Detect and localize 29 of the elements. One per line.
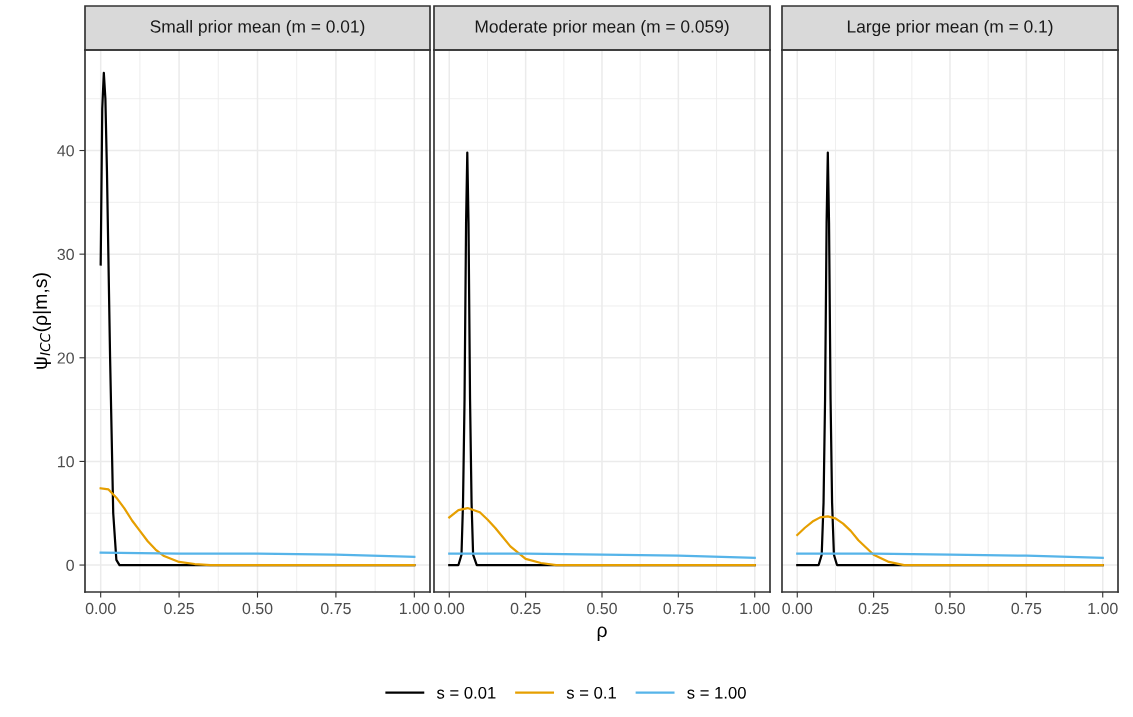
y-axis-title: ψ$_{ICC}$(ρ|m,s) <box>32 273 51 369</box>
y-tick-label: 30 <box>57 248 74 261</box>
x-tick-label: 1.00 <box>1088 602 1118 615</box>
x-tick-label: 0.50 <box>242 602 273 615</box>
x-tick-label: 0.25 <box>510 602 541 615</box>
y-tick-label: 40 <box>57 145 74 157</box>
legend-label: s = 0.01 <box>436 686 496 699</box>
line-series <box>99 487 416 567</box>
legend-label: s = 0.1 <box>566 686 616 699</box>
chart-title: Moderate prior mean (m = 0.059) <box>475 19 729 37</box>
x-tick-label: 0.25 <box>164 602 194 615</box>
x-tick-label: 1.00 <box>740 602 770 615</box>
x-tick-label: 0.50 <box>935 602 965 615</box>
y-tick-label: 20 <box>57 352 74 364</box>
x-tick-label: 0.25 <box>858 602 889 615</box>
x-tick-label: 0.50 <box>587 602 617 615</box>
x-tick-label: 0.00 <box>434 602 465 615</box>
legend-label: s = 1.00 <box>687 686 746 699</box>
x-tick-label: 0.00 <box>782 602 813 615</box>
chart-title: Large prior mean (m = 0.1) <box>847 19 1053 37</box>
x-tick-label: 0.75 <box>663 602 694 615</box>
y-tick-label: 0 <box>66 559 74 571</box>
x-tick-label: 0.75 <box>320 602 351 615</box>
x-tick-label: 0.00 <box>85 602 116 615</box>
x-axis-title: ρ <box>597 626 607 641</box>
y-tick-label: 10 <box>58 456 74 468</box>
x-tick-label: 1.00 <box>399 602 430 615</box>
x-tick-label: 0.75 <box>1011 602 1042 615</box>
chart-title: Small prior mean (m = 0.01) <box>150 19 365 37</box>
